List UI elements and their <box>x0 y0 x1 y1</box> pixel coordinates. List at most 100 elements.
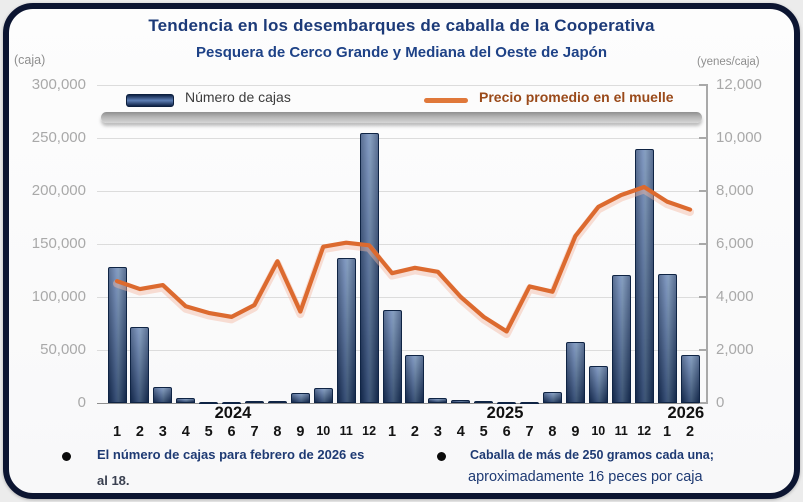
card-frame <box>3 3 800 499</box>
bar-month-9 <box>290 393 310 403</box>
month-label: 1 <box>387 424 397 440</box>
month-label: 10 <box>591 424 606 438</box>
right-axis-tick-label: 8,000 <box>716 182 754 199</box>
month-label: 5 <box>479 424 488 440</box>
month-label: 8 <box>273 424 282 440</box>
left-axis-unit-label: (caja) <box>14 53 46 67</box>
month-label: 7 <box>250 424 259 440</box>
right-axis-tick-label: 10,000 <box>716 129 762 146</box>
bar-month-2 <box>680 355 700 403</box>
bar-month-12 <box>634 148 654 403</box>
footnote-left-bullet-icon <box>62 452 71 461</box>
bar-month-8 <box>267 401 287 404</box>
month-label: 2 <box>685 424 695 440</box>
bar-month-1 <box>657 273 677 403</box>
right-axis-tick-label: 0 <box>716 394 725 411</box>
left-axis-tick-label: 300,000 <box>31 76 86 93</box>
bar-month-2 <box>130 326 150 403</box>
left-axis-tick-label: 100,000 <box>31 288 86 305</box>
right-axis-line <box>706 84 708 404</box>
footnote-left-line1: El número de cajas para febrero de 2026 … <box>97 447 365 462</box>
gridline <box>97 84 706 86</box>
bar-month-7 <box>520 402 540 405</box>
month-label: 10 <box>316 424 331 438</box>
bar-month-1 <box>107 267 127 403</box>
bar-month-6 <box>497 402 517 405</box>
month-label: 12 <box>362 424 377 438</box>
footnote-right-line2: aproximadamente 16 peces por caja <box>468 469 703 485</box>
right-axis-tick <box>699 190 706 192</box>
footnote-left-line2: al 18. <box>97 473 130 488</box>
month-label: 9 <box>571 424 580 440</box>
right-axis-tick <box>699 349 706 351</box>
right-axis-tick-label: 2,000 <box>716 341 754 358</box>
month-label: 9 <box>296 424 305 440</box>
bar-month-5 <box>474 400 494 403</box>
right-axis-tick <box>699 402 706 404</box>
bar-month-8 <box>542 392 562 403</box>
footnote-right-line1: Caballa de más de 250 gramos cada una; <box>470 448 714 462</box>
month-label: 6 <box>227 424 236 440</box>
bar-month-2 <box>405 355 425 403</box>
bar-month-5 <box>199 401 219 404</box>
gridline <box>97 402 706 404</box>
month-label: 6 <box>502 424 511 440</box>
month-label: 3 <box>158 424 167 440</box>
gridline <box>97 137 706 139</box>
bar-month-3 <box>153 387 173 403</box>
month-label: 11 <box>339 424 353 438</box>
month-label: 3 <box>433 424 442 440</box>
bar-month-4 <box>176 397 196 403</box>
price-line <box>114 184 693 334</box>
footnote-right-bullet-icon <box>437 452 446 461</box>
right-axis-unit-label: (yenes/caja) <box>697 56 760 68</box>
year-label-2025: 2025 <box>486 404 524 422</box>
bar-month-7 <box>245 400 265 403</box>
bar-month-11 <box>611 274 631 403</box>
month-label: 2 <box>135 424 144 440</box>
chart-title-line2: Pesquera de Cerco Grande y Mediana del O… <box>196 44 607 61</box>
month-label: 8 <box>548 424 557 440</box>
bar-month-12 <box>359 132 379 403</box>
bar-month-6 <box>222 402 242 405</box>
bars-legend-label: Número de cajas <box>185 89 291 105</box>
gray-band-overlay <box>101 112 702 123</box>
bars-legend-swatch <box>126 94 174 107</box>
right-axis-tick-label: 12,000 <box>716 76 762 93</box>
month-label: 11 <box>614 424 628 438</box>
line-legend-label: Precio promedio en el muelle <box>479 89 674 105</box>
month-label: 12 <box>637 424 652 438</box>
right-axis-tick <box>699 296 706 298</box>
month-label: 7 <box>525 424 534 440</box>
bar-month-3 <box>428 397 448 403</box>
bar-month-10 <box>588 365 608 403</box>
bar-month-4 <box>451 400 471 403</box>
month-label: 2 <box>410 424 419 440</box>
bar-month-1 <box>382 309 402 403</box>
left-axis-tick-label: 250,000 <box>31 129 86 146</box>
left-axis-tick-label: 50,000 <box>40 341 86 358</box>
year-label-2026: 2026 <box>667 404 705 422</box>
month-label: 1 <box>112 424 122 440</box>
gridline <box>97 190 706 192</box>
right-axis-tick <box>699 243 706 245</box>
right-axis-tick <box>699 137 706 139</box>
right-axis-tick <box>699 84 706 86</box>
right-axis-tick-label: 6,000 <box>716 235 754 252</box>
month-label: 4 <box>181 424 190 440</box>
month-label: 5 <box>204 424 213 440</box>
left-axis-tick-label: 0 <box>77 394 86 411</box>
left-axis-tick-label: 200,000 <box>31 182 86 199</box>
month-label: 4 <box>456 424 465 440</box>
month-label: 1 <box>663 424 672 440</box>
line-legend-swatch <box>424 98 468 103</box>
bar-month-10 <box>313 388 333 403</box>
bar-month-11 <box>336 257 356 403</box>
right-axis-tick-label: 4,000 <box>716 288 754 305</box>
bar-month-9 <box>565 341 585 403</box>
left-axis-tick-label: 150,000 <box>31 235 86 252</box>
year-label-2024: 2024 <box>214 404 252 422</box>
